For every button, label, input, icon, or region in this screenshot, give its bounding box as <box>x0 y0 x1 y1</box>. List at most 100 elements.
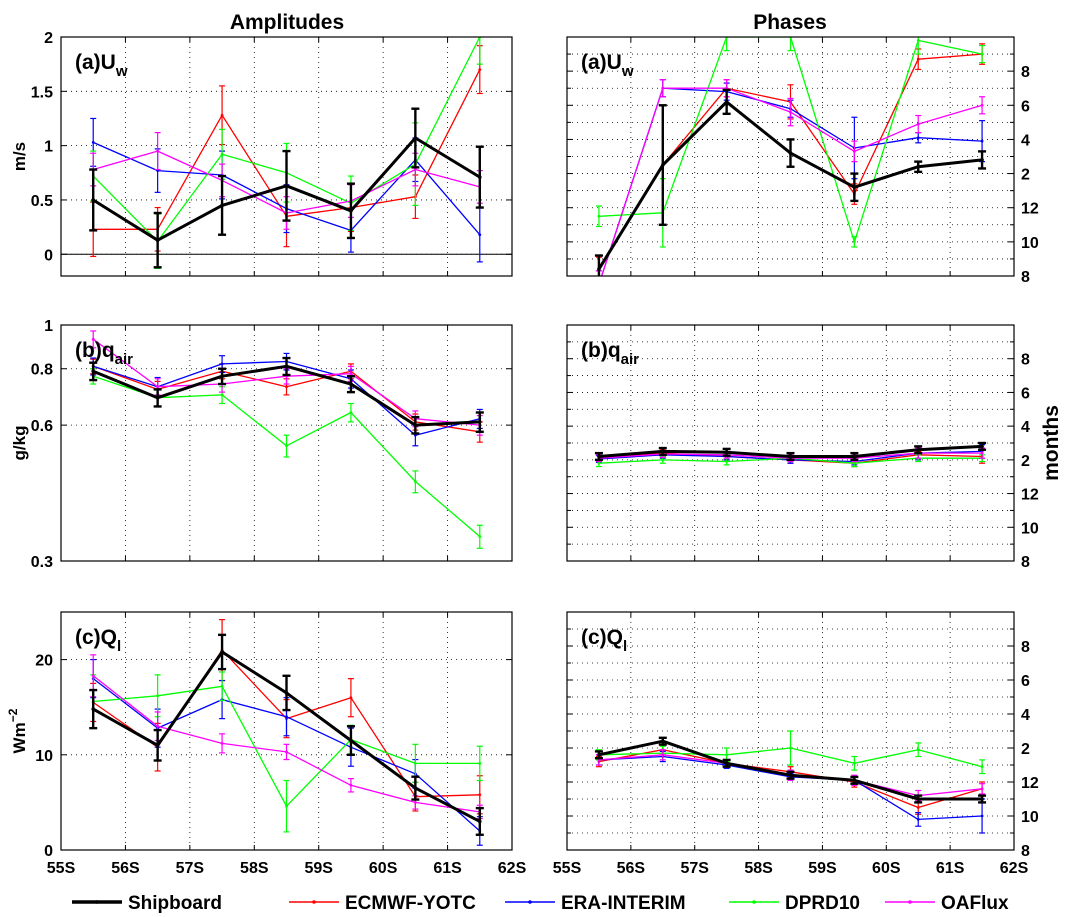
panel-label-main: U <box>607 51 622 74</box>
panel-label: (a)Uw <box>581 51 634 80</box>
data-point-shipboard <box>349 738 353 743</box>
data-point-shipboard <box>916 164 921 169</box>
y-tick-label: 8 <box>1021 352 1030 369</box>
data-point-ecmwf-yotc <box>478 793 482 797</box>
data-point-oaflux <box>349 783 353 787</box>
x-tick-label: 56S <box>111 860 140 877</box>
x-tick-label: 59S <box>808 860 837 877</box>
x-tick-label: 55S <box>553 860 582 877</box>
data-point-oaflux <box>349 372 353 376</box>
data-point-shipboard <box>597 753 601 757</box>
data-point-oaflux <box>980 451 984 455</box>
panel-label: (c)Ql <box>581 626 627 655</box>
panel-label-main: Q <box>607 626 623 649</box>
y-tick-label: 1 <box>44 139 53 156</box>
y-tick-label: 0 <box>44 843 53 860</box>
data-point-dprd10 <box>789 746 792 750</box>
data-point-shipboard <box>477 819 482 824</box>
panel-label-prefix: (c) <box>581 626 607 649</box>
data-point-oaflux <box>156 724 160 728</box>
x-tick-label: 62S <box>498 860 527 877</box>
data-point-shipboard <box>349 382 353 386</box>
panel-label-prefix: (a) <box>581 51 607 74</box>
panel-amp_q: 0.3 0.6 0.8 1 (b)qair g/kg <box>10 318 513 571</box>
data-point-shipboard <box>788 773 793 777</box>
data-point-dprd10 <box>725 753 729 757</box>
data-point-shipboard <box>284 184 289 188</box>
data-point-era-interim <box>980 139 984 143</box>
series-line-shipboard <box>597 100 983 270</box>
data-point-shipboard <box>660 739 665 743</box>
panel-amp_U: 0 0.5 1 1.5 2 (a)Uw m/s <box>10 30 513 277</box>
legend-marker-shipboard <box>95 900 99 904</box>
series-group <box>594 441 987 468</box>
y-tick-label: 12 <box>1021 201 1039 218</box>
data-point-ecmwf-yotc <box>916 806 920 809</box>
y-tick-label: 2 <box>1021 453 1030 470</box>
panel-label-main: U <box>101 51 116 74</box>
panel-phase_Q: 8 10 12 2 4 6 8 (c)Ql 55S 56S 57S 58S 59S 60S 61S 62S <box>553 611 1039 877</box>
data-point-shipboard <box>597 267 601 271</box>
data-point-shipboard <box>852 454 857 459</box>
data-point-shipboard <box>220 650 224 654</box>
y-axis-label: m/s <box>10 142 29 171</box>
data-point-ecmwf-yotc <box>916 57 920 61</box>
y-tick-label: 0.8 <box>31 362 53 379</box>
y-tick-label: 0.6 <box>31 418 53 435</box>
y-tick-label: 12 <box>1021 487 1039 504</box>
y-tick-label: 1.5 <box>31 84 53 101</box>
data-point-shipboard <box>413 136 418 140</box>
data-point-shipboard <box>91 707 96 711</box>
x-tick-label: 61S <box>433 860 462 877</box>
data-point-oaflux <box>789 110 792 114</box>
axes-frame <box>60 36 513 277</box>
data-point-era-interim <box>478 233 482 237</box>
legend-label-ecmwf-yotc: ECMWF-YOTC <box>345 893 476 914</box>
data-point-oaflux <box>91 674 95 678</box>
x-tick-label: 60S <box>369 860 398 877</box>
panel-label: (b)qair <box>75 339 133 368</box>
data-point-shipboard <box>916 447 921 452</box>
data-point-dprd10 <box>478 535 482 538</box>
data-point-shipboard <box>477 420 482 424</box>
data-point-dprd10 <box>220 152 224 156</box>
y-axis-label: g/kg <box>10 426 29 461</box>
y-tick-label: 2 <box>44 30 53 47</box>
data-point-dprd10 <box>852 461 856 465</box>
data-point-oaflux <box>156 385 160 389</box>
y-tick-label: 4 <box>1021 707 1030 724</box>
column-title-phases: Phases <box>753 11 827 34</box>
panel-label-main: q <box>102 339 115 362</box>
data-point-dprd10 <box>220 393 224 397</box>
data-point-shipboard <box>349 209 353 213</box>
data-point-shipboard <box>916 797 921 801</box>
data-point-dprd10 <box>413 761 417 765</box>
panel-label-sub: air <box>621 351 640 368</box>
y-tick-label: 10 <box>1021 235 1039 252</box>
data-point-ecmwf-yotc <box>349 696 353 700</box>
data-point-shipboard <box>220 203 224 208</box>
data-point-era-interim <box>285 715 288 719</box>
panel-label-prefix: (a) <box>75 51 101 74</box>
x-tick-label: 57S <box>176 860 205 877</box>
data-point-oaflux <box>661 86 665 90</box>
y-tick-label: 0.3 <box>31 554 53 571</box>
panel-label: (a)Uw <box>75 51 128 80</box>
panel-label: (c)Ql <box>75 626 121 655</box>
series-group <box>594 730 987 834</box>
y-tick-label: 8 <box>1021 64 1030 81</box>
series-group <box>89 330 484 549</box>
data-point-shipboard <box>788 454 793 459</box>
data-point-shipboard <box>660 163 665 167</box>
data-point-oaflux <box>285 750 288 754</box>
y-axis-label: Wm−2 <box>6 708 29 753</box>
data-point-era-interim <box>91 140 95 144</box>
data-point-shipboard <box>724 450 729 455</box>
data-point-dprd10 <box>980 765 984 769</box>
data-point-oaflux <box>413 168 417 171</box>
y-tick-label: 0.5 <box>31 193 53 210</box>
data-point-dprd10 <box>852 761 856 765</box>
data-point-dprd10 <box>916 39 920 42</box>
data-point-shipboard <box>284 691 289 695</box>
y-axis-label: months <box>1040 405 1063 481</box>
